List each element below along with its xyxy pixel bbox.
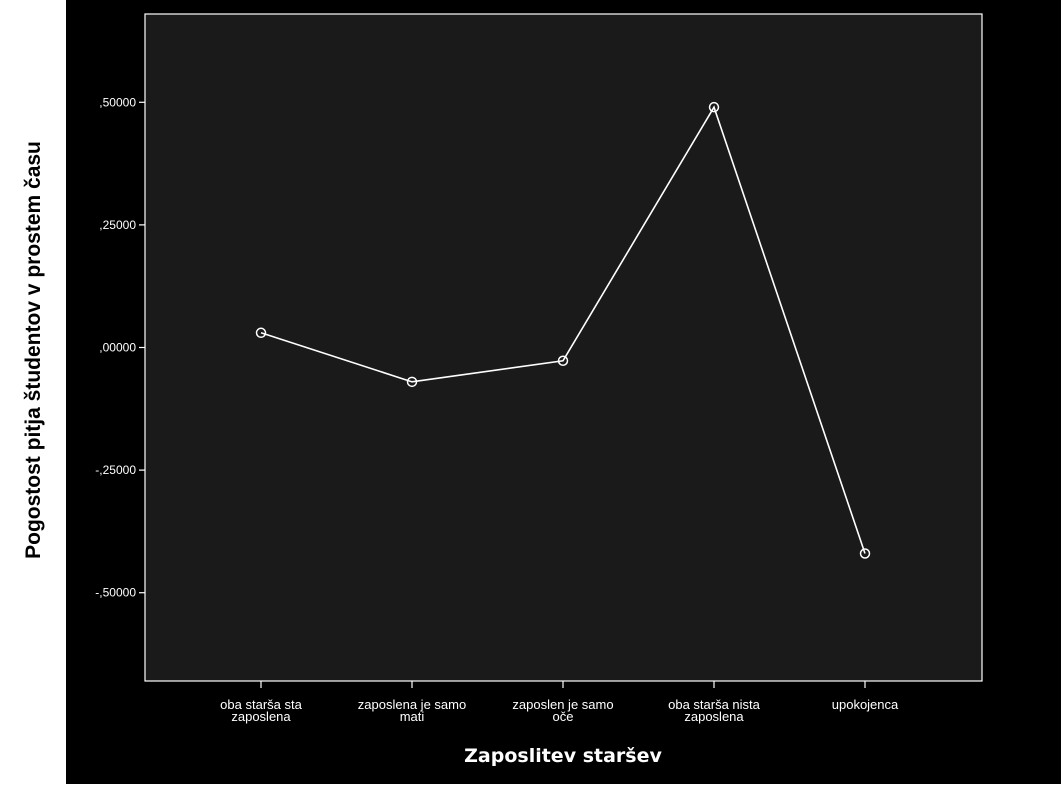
- y-tick-label: -,25000: [95, 463, 136, 477]
- data-point: [255, 327, 267, 339]
- y-tick-label: ,25000: [99, 218, 136, 232]
- plot-area: [144, 13, 983, 682]
- x-tick-label: upokojenca: [832, 697, 899, 712]
- x-tick-label: oba starša sta: [220, 697, 302, 712]
- data-point: [708, 101, 720, 113]
- x-tick-label: oče: [553, 709, 574, 724]
- x-axis-title: Zaposlitev staršev: [464, 745, 662, 767]
- data-point: [406, 376, 418, 388]
- x-tick-label: zaposlena je samo: [358, 697, 466, 712]
- y-axis-title: Pogostost pitja študentov v prostem času: [22, 141, 45, 559]
- y-axis-ticks: ,50000 ,25000 ,00000 -,25000 -,50000: [95, 95, 145, 600]
- x-tick-label: zaposlen je samo: [512, 697, 613, 712]
- y-tick-label: ,50000: [99, 95, 136, 109]
- y-tick-label: ,00000: [99, 341, 136, 355]
- x-tick-label: oba starša nista: [668, 697, 761, 712]
- series-line: [260, 105, 866, 554]
- data-point: [859, 548, 871, 559]
- x-tick-label: zaposlena: [684, 709, 744, 724]
- x-tick-label: mati: [400, 709, 425, 724]
- y-tick-label: -,50000: [95, 586, 136, 600]
- series-layer: [255, 101, 871, 559]
- data-point: [557, 355, 569, 366]
- x-tick-label: zaposlena: [231, 709, 291, 724]
